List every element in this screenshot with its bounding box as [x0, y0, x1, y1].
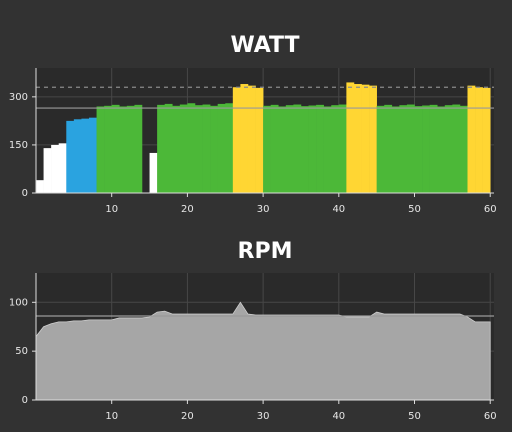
bar [361, 84, 370, 193]
bar [172, 105, 181, 193]
bar [58, 143, 67, 193]
bar [482, 87, 491, 193]
y-tick-label: 300 [9, 92, 28, 103]
bar [316, 104, 324, 193]
x-tick-label: 20 [181, 411, 194, 422]
bar [111, 104, 120, 193]
bar [467, 85, 476, 193]
bar [104, 105, 113, 193]
bar [459, 105, 468, 193]
bar [452, 104, 461, 193]
x-tick-label: 40 [332, 411, 345, 422]
bar [399, 105, 408, 193]
bar [119, 106, 128, 193]
bar [210, 105, 218, 193]
chart-title: RPM [238, 239, 293, 264]
bar [293, 104, 302, 193]
bar [300, 106, 309, 193]
bar [437, 106, 446, 193]
x-tick-label: 60 [484, 204, 497, 215]
bar [96, 106, 105, 193]
bar [444, 105, 453, 193]
bar [179, 104, 188, 193]
bar [232, 87, 241, 193]
bar [164, 103, 173, 193]
bar [422, 105, 430, 193]
x-tick-label: 50 [408, 204, 421, 215]
bar [323, 106, 332, 193]
bar [338, 104, 347, 193]
bar [225, 103, 234, 193]
bar [278, 106, 287, 193]
bar [217, 103, 226, 193]
x-tick-label: 30 [257, 204, 270, 215]
bar [88, 117, 97, 193]
bar [406, 104, 415, 193]
bar [285, 105, 294, 193]
bar [369, 85, 377, 193]
x-tick-label: 40 [332, 204, 345, 215]
bar [157, 104, 165, 193]
bar [43, 148, 52, 193]
y-tick-label: 50 [15, 346, 28, 357]
bar [73, 119, 82, 193]
bar [202, 104, 211, 193]
bar [391, 106, 400, 193]
bar [353, 84, 362, 193]
bar [81, 118, 90, 193]
x-tick-label: 10 [105, 204, 118, 215]
bar [187, 103, 196, 193]
y-tick-label: 0 [22, 395, 28, 406]
bar [270, 104, 279, 193]
bar [475, 87, 483, 193]
bar [149, 152, 158, 193]
bar [240, 84, 249, 193]
bar [376, 105, 385, 193]
bar [255, 87, 264, 193]
bar [346, 82, 355, 193]
bar [51, 144, 60, 193]
x-tick-label: 50 [408, 411, 421, 422]
bar [331, 105, 340, 193]
bar [384, 104, 393, 193]
x-tick-label: 20 [181, 204, 194, 215]
chart-title: WATT [230, 33, 299, 58]
bar [263, 105, 271, 193]
bar [247, 85, 256, 193]
bar [66, 120, 75, 193]
bar [134, 104, 143, 193]
bar [308, 105, 317, 193]
area [35, 301, 491, 401]
x-tick-label: 10 [105, 411, 118, 422]
y-tick-label: 150 [9, 140, 28, 151]
y-tick-label: 100 [9, 297, 28, 308]
x-tick-label: 30 [257, 411, 270, 422]
bar [414, 106, 423, 193]
x-tick-label: 60 [484, 411, 497, 422]
bar [429, 104, 438, 193]
y-tick-label: 0 [22, 188, 28, 199]
bar [36, 180, 44, 193]
bar [126, 105, 135, 193]
bar [194, 105, 203, 193]
